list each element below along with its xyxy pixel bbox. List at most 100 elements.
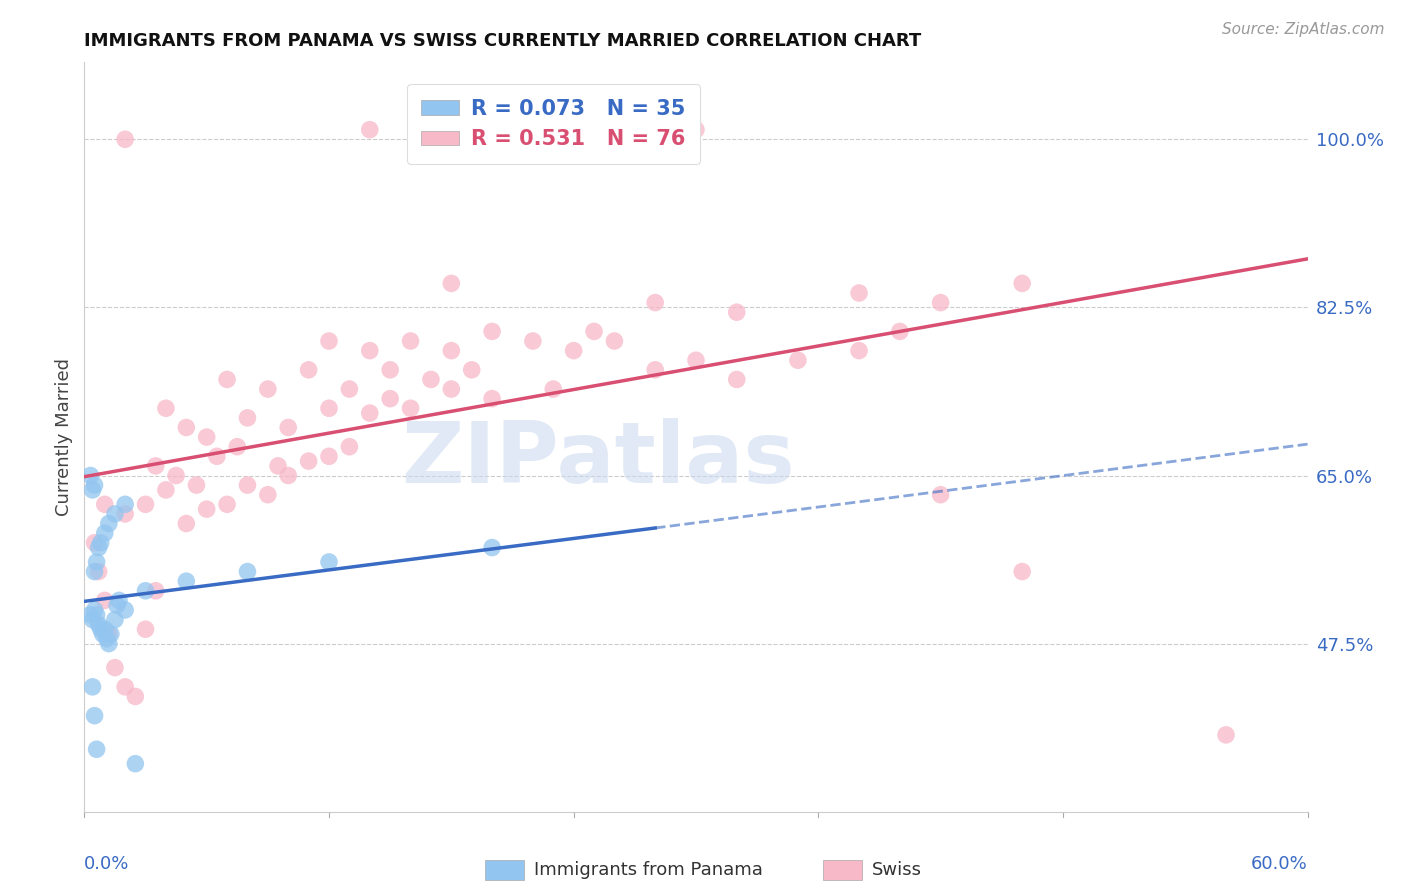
Point [318,555,340,569]
Point [83,565,105,579]
Point [108,593,131,607]
Point [1011,277,1033,291]
Point [725,305,748,319]
Point [79,607,101,622]
Point [685,353,707,368]
Point [104,507,127,521]
Text: IMMIGRANTS FROM PANAMA VS SWISS CURRENTLY MARRIED CORRELATION CHART: IMMIGRANTS FROM PANAMA VS SWISS CURRENTL… [84,32,921,50]
Point [104,613,127,627]
Text: Source: ZipAtlas.com: Source: ZipAtlas.com [1222,22,1385,37]
Point [114,497,136,511]
Point [318,334,340,348]
Y-axis label: Currently Married: Currently Married [55,358,73,516]
Text: ZIPatlas: ZIPatlas [401,418,794,501]
Point [174,420,197,434]
Point [1215,728,1237,742]
Point [267,458,290,473]
Point [83,478,105,492]
Point [440,382,463,396]
Point [481,325,503,339]
Point [165,468,187,483]
Point [174,516,197,531]
Point [124,690,146,704]
Point [155,483,177,497]
Point [644,295,666,310]
Point [124,756,146,771]
Point [114,132,136,146]
Point [87,541,110,555]
Point [298,454,321,468]
Point [481,541,503,555]
Point [90,535,112,549]
Point [226,440,249,454]
Point [257,382,280,396]
Point [889,325,911,339]
Point [93,497,115,511]
Point [82,613,104,627]
Point [135,622,157,636]
Point [277,468,299,483]
Point [522,334,544,348]
Point [359,122,381,136]
Point [380,363,402,377]
Point [93,593,115,607]
Text: 0.0%: 0.0% [84,855,129,873]
Point [298,363,321,377]
Point [725,372,748,386]
Point [359,406,381,420]
Point [97,627,120,641]
Point [90,622,112,636]
Point [644,122,666,136]
Point [86,555,108,569]
Point [86,742,108,756]
Point [339,440,361,454]
Point [236,478,259,492]
Point [83,603,105,617]
Point [562,343,585,358]
Point [359,343,381,358]
Point [83,708,105,723]
Point [100,627,122,641]
Point [399,401,422,416]
Point [135,583,157,598]
Point [97,637,120,651]
Point [186,478,208,492]
Point [195,502,218,516]
Point [93,526,115,541]
Point [481,392,503,406]
Point [114,507,136,521]
Point [205,450,228,464]
Point [105,598,128,612]
Legend: R = 0.073   N = 35, R = 0.531   N = 76: R = 0.073 N = 35, R = 0.531 N = 76 [406,84,700,163]
Point [236,565,259,579]
Point [318,450,340,464]
Point [929,295,952,310]
Point [787,353,810,368]
Point [1011,565,1033,579]
Point [848,285,870,300]
Point [217,372,239,386]
Point [603,122,626,136]
Point [195,430,218,444]
Point [135,497,157,511]
Point [87,565,110,579]
Point [603,334,626,348]
Point [174,574,197,589]
Point [848,343,870,358]
Point [440,343,463,358]
Point [86,607,108,622]
Point [83,535,105,549]
Point [318,401,340,416]
Point [399,334,422,348]
Point [114,680,136,694]
Text: 60.0%: 60.0% [1251,855,1308,873]
Point [420,372,443,386]
Point [644,363,666,377]
Point [104,660,127,674]
Point [145,458,167,473]
Point [114,603,136,617]
Point [79,468,101,483]
Point [339,382,361,396]
Point [685,122,707,136]
Point [93,622,115,636]
